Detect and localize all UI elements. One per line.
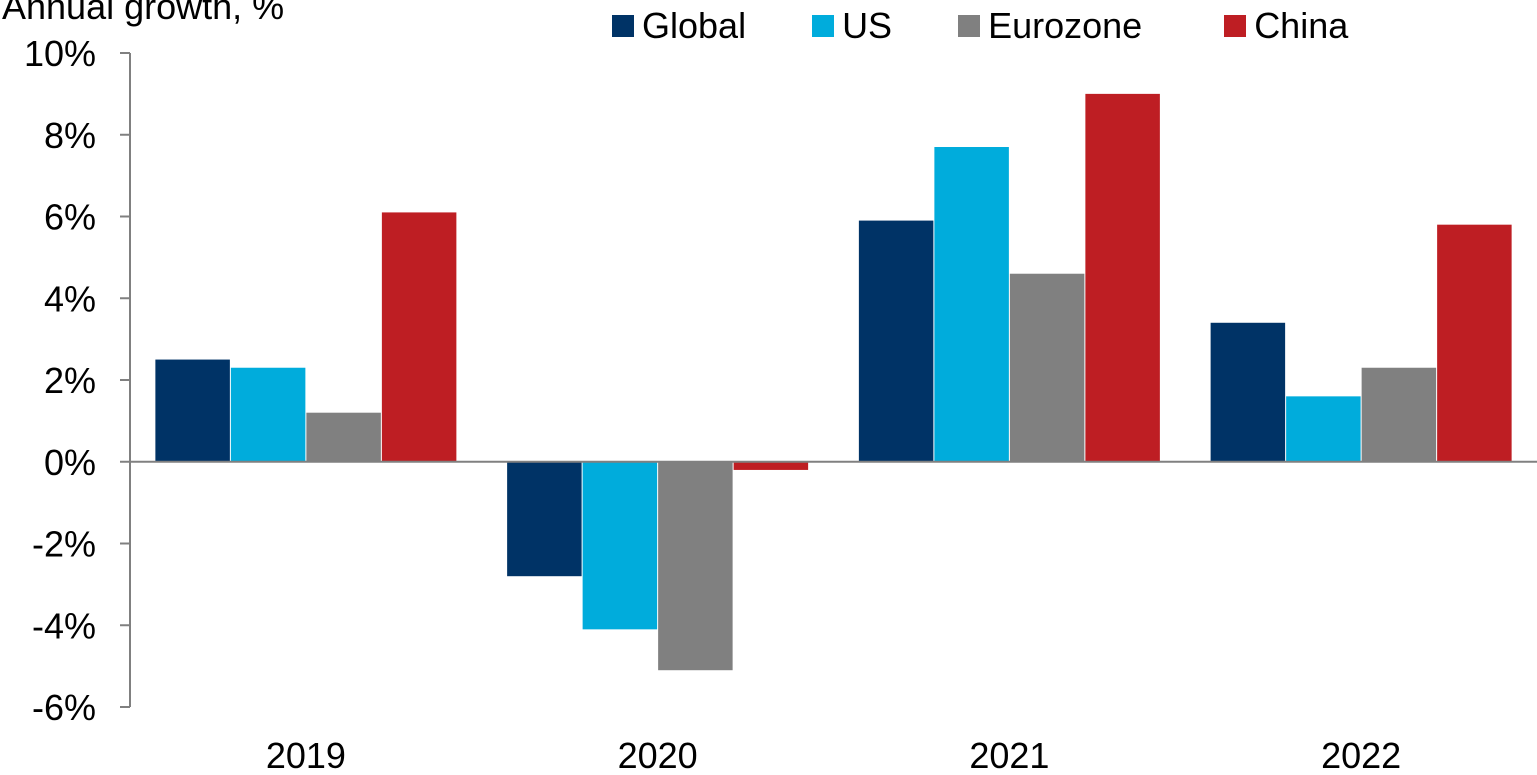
y-tick-label: 10% [24,33,96,74]
bar-global-2019 [155,359,230,462]
bar-china-2020 [733,461,809,470]
x-tick-label: 2021 [969,735,1049,775]
bar-eurozone-2019 [306,412,381,462]
bar-eurozone-2022 [1361,367,1437,462]
bar-us-2019 [230,367,306,462]
x-tick-label: 2019 [266,735,346,775]
y-tick-label: -6% [32,687,96,728]
bar-eurozone-2020 [658,461,733,671]
legend-item-china: China [1224,5,1348,47]
legend-swatch-eurozone [958,15,981,37]
bar-global-2021 [858,220,934,462]
y-tick-label: 0% [44,442,96,483]
y-tick-label: -2% [32,524,96,565]
legend-item-global: Global [612,5,746,47]
y-tick-label: -4% [32,605,96,646]
y-tick-label: 6% [44,197,96,238]
y-tick-label: 4% [44,278,96,319]
bar-global-2020 [507,461,582,577]
bar-china-2019 [381,212,457,462]
legend: Global US Eurozone China [612,4,1348,48]
legend-swatch-us [812,15,835,37]
bar-china-2022 [1437,224,1512,462]
legend-swatch-china [1224,15,1247,37]
x-tick-label: 2022 [1321,735,1401,775]
legend-label-eurozone: Eurozone [988,5,1143,46]
legend-label-us: US [842,5,893,46]
y-tick-label: 8% [44,115,96,156]
legend-swatch-global [612,15,634,37]
x-tick-label: 2020 [618,735,698,775]
bar-global-2022 [1210,322,1286,462]
bar-eurozone-2021 [1009,273,1085,462]
bar-us-2021 [934,147,1009,462]
bar-us-2022 [1286,396,1361,462]
legend-item-us: US [812,5,892,47]
y-tick-label: 2% [44,360,96,401]
bar-china-2021 [1085,93,1160,462]
bar-us-2020 [582,461,658,630]
legend-item-eurozone: Eurozone [958,5,1142,47]
legend-label-global: Global [642,5,747,46]
legend-label-china: China [1254,5,1349,46]
y-axis-label: Annual growth, % [2,0,285,27]
